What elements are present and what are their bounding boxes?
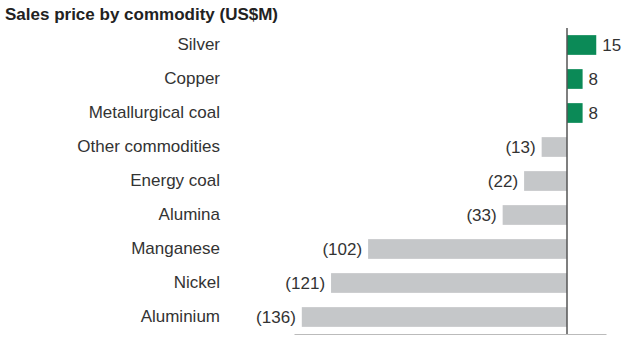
y-tick: Energy coal	[130, 171, 220, 190]
bar	[302, 307, 567, 327]
data-label: 15	[602, 36, 621, 55]
data-labels: 1588(13)(22)(33)(102)(121)(136)	[256, 36, 621, 327]
y-tick: Alumina	[159, 205, 221, 224]
data-label: (121)	[285, 274, 325, 293]
x-axis-line	[295, 334, 607, 335]
chart: Sales price by commodity (US$M) Silver Cop…	[0, 0, 640, 338]
y-tick-label: Manganese	[131, 239, 220, 258]
bar	[368, 239, 567, 259]
y-tick: Nickel	[174, 273, 220, 292]
bars	[302, 35, 596, 327]
data-label: (22)	[488, 172, 518, 191]
y-axis: Silver Copper Metallurgical coal Other comm…	[77, 35, 220, 326]
y-tick: Manganese	[131, 239, 220, 258]
y-tick: Aluminium	[141, 307, 220, 326]
bar	[542, 137, 567, 157]
y-tick-label: Energy coal	[130, 171, 220, 190]
data-label: 8	[589, 70, 598, 89]
data-label: 8	[589, 104, 598, 123]
bar	[331, 273, 567, 293]
bar	[503, 205, 567, 225]
data-label: (102)	[322, 240, 362, 259]
bar	[567, 35, 596, 55]
bar	[524, 171, 567, 191]
data-label: (13)	[505, 138, 535, 157]
y-tick-label: Copper	[164, 69, 220, 88]
y-tick: Silver	[177, 35, 220, 54]
y-tick: Copper	[164, 69, 220, 88]
baseline	[566, 28, 568, 334]
y-tick: Metallurgical coal	[89, 103, 220, 122]
y-tick-label: Metallurgical coal	[89, 103, 220, 122]
y-tick-label: Other commodities	[77, 137, 220, 156]
y-tick-label: Aluminium	[141, 307, 220, 326]
bar	[567, 103, 583, 123]
y-tick-label: Nickel	[174, 273, 220, 292]
y-tick-label: Silver	[177, 35, 220, 54]
y-tick-label: Alumina	[159, 205, 221, 224]
y-tick: Other commodities	[77, 137, 220, 156]
data-label: (33)	[466, 206, 496, 225]
data-label: (136)	[256, 308, 296, 327]
x-axis	[295, 334, 607, 335]
title: Sales price by commodity (US$M)	[5, 5, 278, 24]
bar	[567, 69, 583, 89]
